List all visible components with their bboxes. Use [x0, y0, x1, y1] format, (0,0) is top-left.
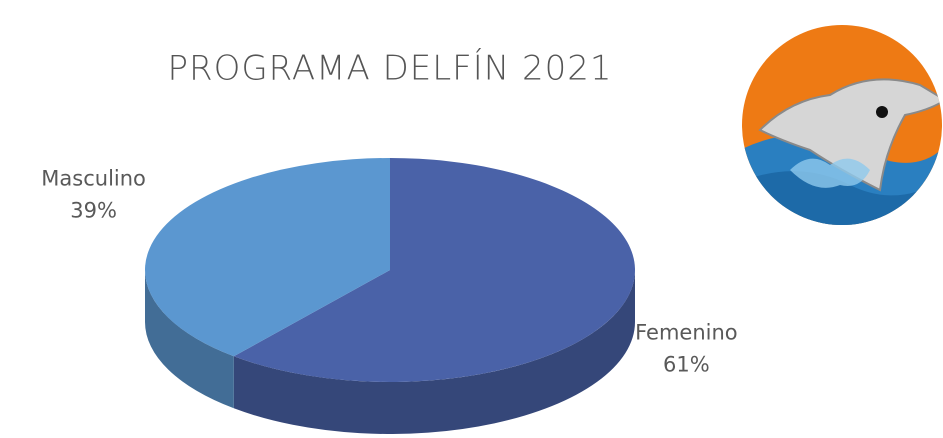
chart-title: PROGRAMA DELFÍN 2021 [167, 48, 612, 89]
slice-label: Femenino [635, 321, 738, 345]
slice-label: Masculino [41, 166, 146, 190]
value-label: 61% [663, 353, 710, 377]
chart: PROGRAMA DELFÍN 2021 Femenino 61% Masculin… [0, 0, 943, 438]
logo [740, 20, 943, 230]
value-label: 39% [70, 198, 117, 222]
